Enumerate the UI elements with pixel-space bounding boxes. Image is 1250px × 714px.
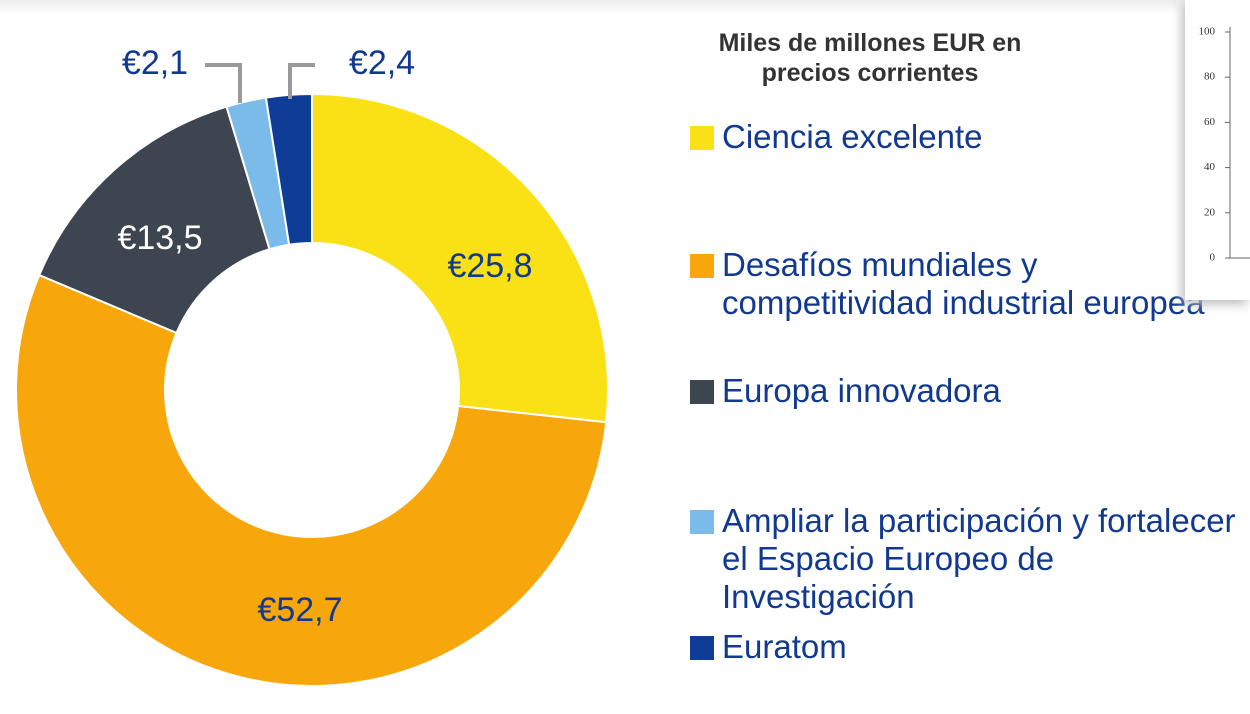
donut-chart: €25,8 €52,7 €13,5 €2,1 €2,4 <box>15 44 609 687</box>
y-tick-label: 60 <box>1204 116 1216 128</box>
y-tick-label: 0 <box>1210 252 1216 264</box>
y-tick-label: 100 <box>1199 26 1216 38</box>
y-tick-label: 80 <box>1204 71 1216 83</box>
legend-item: Euratom <box>690 628 1250 666</box>
legend-label: Ampliar la participación y fortalecer el… <box>722 502 1236 615</box>
donut-slice <box>15 273 608 687</box>
legend-item: Desafíos mundiales y competitividad indu… <box>690 246 1250 322</box>
legend-item: Ciencia excelente <box>690 118 1250 156</box>
donut-slice <box>37 105 271 335</box>
legend-label: Euratom <box>722 628 847 665</box>
data-label: €13,5 <box>117 219 202 257</box>
legend-label: Europa innovadora <box>722 372 1001 409</box>
legend-title: Miles de millones EUR en precios corrien… <box>718 29 1022 87</box>
legend-item: Ampliar la participación y fortalecer el… <box>690 502 1250 616</box>
legend-swatch <box>690 510 714 534</box>
partial-chart: 0 20 40 60 80 100 <box>1185 0 1250 300</box>
legend-swatch <box>690 254 714 278</box>
partial-axis: 0 20 40 60 80 100 <box>1199 26 1250 264</box>
y-tick-label: 40 <box>1204 161 1216 173</box>
leader-line <box>205 63 242 103</box>
legend-label: Ciencia excelente <box>722 118 983 155</box>
legend: Miles de millones EUR en precios corrien… <box>690 28 1250 665</box>
data-label: €2,4 <box>349 44 415 82</box>
donut-slice <box>264 92 313 246</box>
legend-label: Desafíos mundiales y competitividad indu… <box>722 246 1205 321</box>
data-label: €2,1 <box>122 44 188 82</box>
legend-swatch <box>690 380 714 404</box>
legend-item: Europa innovadora <box>690 372 1250 410</box>
y-tick-label: 20 <box>1204 206 1216 218</box>
leader-line <box>288 63 315 99</box>
legend-swatch <box>690 126 714 150</box>
data-label: €25,8 <box>447 247 532 285</box>
data-label: €52,7 <box>257 591 342 629</box>
legend-swatch <box>690 636 714 660</box>
donut-slice <box>311 92 609 424</box>
